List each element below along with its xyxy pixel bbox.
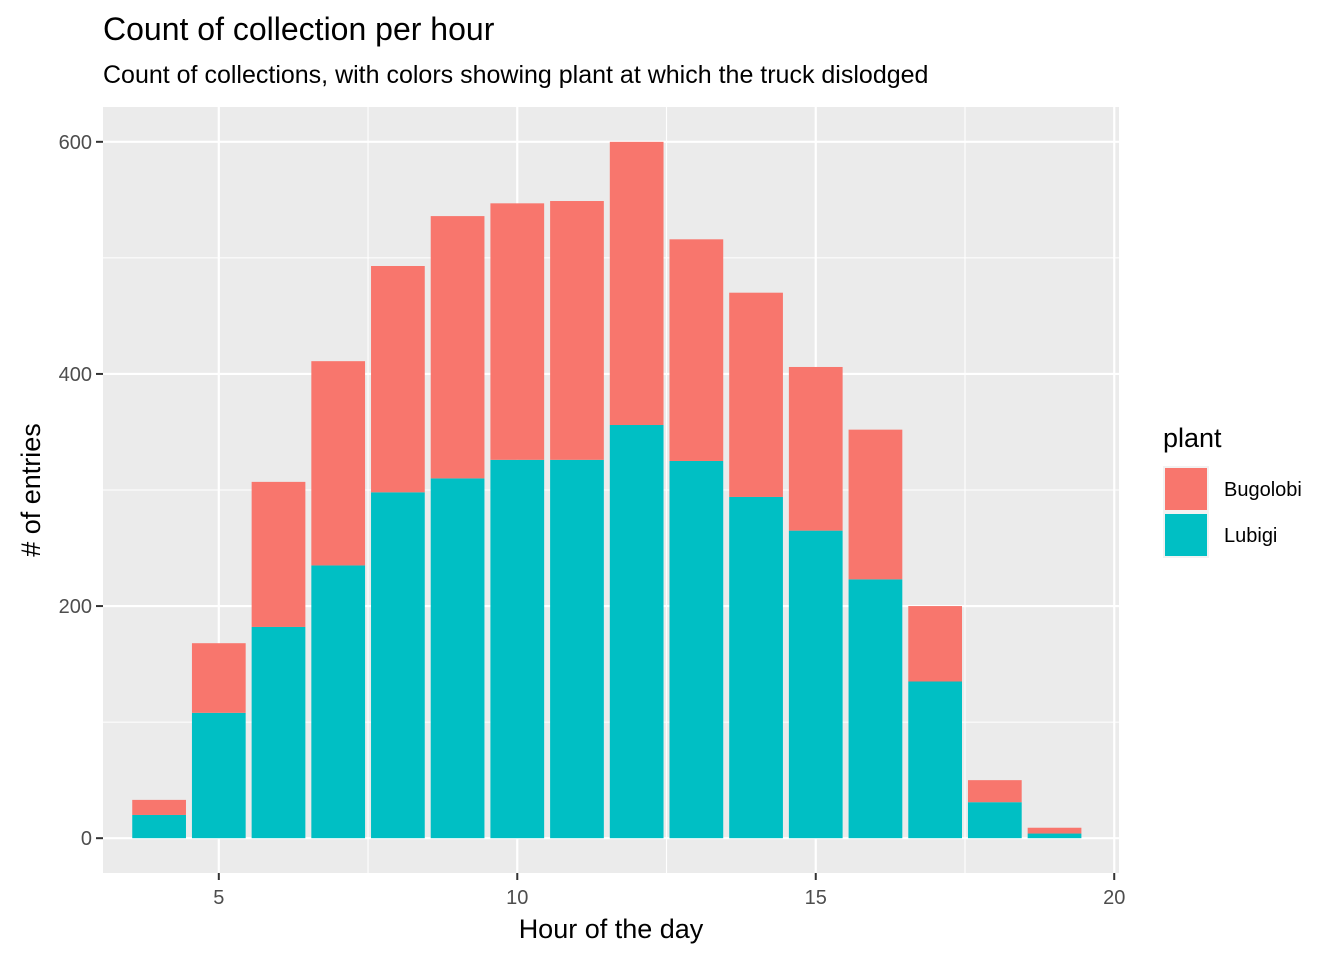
y-axis: 0 200 400 600 <box>59 132 103 850</box>
legend-title: plant <box>1163 423 1222 453</box>
legend: plant Bugolobi Lubigi <box>1163 423 1302 558</box>
bar-lubigi-15 <box>788 530 843 839</box>
bar-bugolobi-11 <box>550 201 604 460</box>
bar-bugolobi-17 <box>908 606 963 682</box>
x-tick-label: 20 <box>1103 887 1125 909</box>
x-axis: 5 10 15 20 <box>213 873 1125 909</box>
bar-lubigi-14 <box>729 496 783 839</box>
legend-swatch-bugolobi <box>1165 468 1207 510</box>
bar-bugolobi-5 <box>191 643 246 713</box>
legend-label-lubigi: Lubigi <box>1224 525 1277 547</box>
bar-lubigi-5 <box>191 712 246 839</box>
bar-lubigi-4 <box>132 814 186 839</box>
bar-bugolobi-15 <box>788 366 843 531</box>
bar-bugolobi-7 <box>311 361 366 566</box>
bar-lubigi-18 <box>967 802 1022 839</box>
bar-bugolobi-18 <box>967 780 1022 803</box>
bar-lubigi-8 <box>371 492 425 839</box>
bar-bugolobi-12 <box>609 141 664 426</box>
bar-bugolobi-14 <box>729 292 783 497</box>
bar-lubigi-19 <box>1027 833 1082 839</box>
bar-lubigi-16 <box>848 579 903 839</box>
bar-lubigi-9 <box>430 478 485 839</box>
bar-lubigi-6 <box>251 626 306 839</box>
bar-lubigi-11 <box>550 459 604 839</box>
chart-subtitle: Count of collections, with colors showin… <box>103 61 928 89</box>
bar-lubigi-13 <box>669 460 724 839</box>
y-tick-label: 600 <box>59 132 92 154</box>
y-tick-label: 200 <box>59 596 92 618</box>
bar-lubigi-12 <box>609 425 664 839</box>
legend-label-bugolobi: Bugolobi <box>1224 479 1302 501</box>
legend-swatch-lubigi <box>1165 514 1207 556</box>
bar-bugolobi-4 <box>132 799 186 815</box>
x-tick-label: 10 <box>506 887 528 909</box>
chart-title: Count of collection per hour <box>103 11 495 47</box>
y-tick-label: 400 <box>59 364 92 386</box>
bar-bugolobi-13 <box>669 239 724 461</box>
x-tick-label: 15 <box>805 887 827 909</box>
y-tick-label: 0 <box>81 828 92 850</box>
bar-marks <box>132 141 1082 839</box>
x-tick-label: 5 <box>213 887 224 909</box>
bar-lubigi-10 <box>490 459 545 839</box>
bar-bugolobi-8 <box>371 266 425 493</box>
bar-bugolobi-9 <box>430 216 485 479</box>
bar-bugolobi-19 <box>1027 827 1082 834</box>
bar-bugolobi-6 <box>251 481 306 627</box>
bar-lubigi-7 <box>311 565 366 839</box>
y-axis-title: # of entries <box>16 423 46 557</box>
x-axis-title: Hour of the day <box>519 914 704 944</box>
bar-bugolobi-16 <box>848 429 903 580</box>
bar-bugolobi-10 <box>490 203 545 460</box>
bar-lubigi-17 <box>908 681 963 839</box>
